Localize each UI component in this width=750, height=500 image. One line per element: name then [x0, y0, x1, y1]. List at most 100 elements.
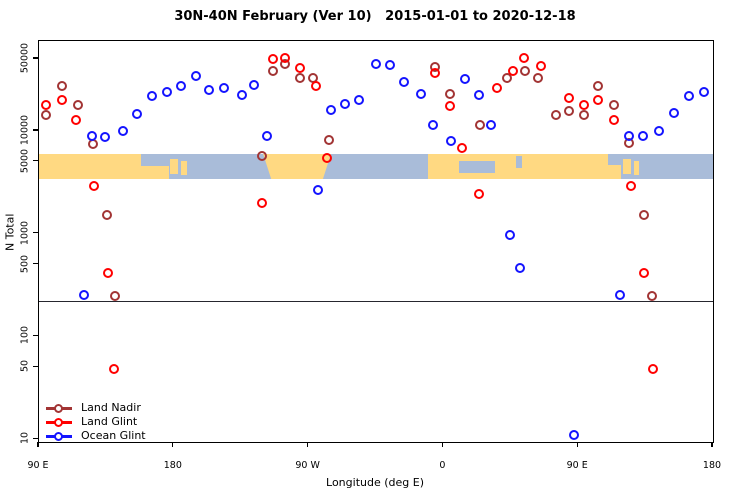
data-point-land-glint	[257, 198, 268, 209]
y-axis-tick	[33, 57, 38, 59]
reference-line	[39, 300, 713, 302]
data-point-ocean-glint	[614, 289, 625, 300]
y-tick-label: 10000	[19, 114, 31, 146]
legend-label: Ocean Glint	[81, 429, 146, 442]
open-circle-marker-icon	[54, 431, 63, 441]
map-land-segment	[180, 161, 188, 176]
y-tick-label: 1000	[19, 220, 31, 245]
x-tick-label: 90 E	[566, 460, 588, 471]
map-land-segment	[623, 158, 631, 174]
map-land-segment	[633, 161, 639, 176]
data-point-land-nadir	[474, 120, 485, 131]
data-point-ocean-glint	[399, 77, 409, 88]
data-point-land-glint	[519, 52, 530, 63]
data-point-ocean-glint	[162, 87, 173, 98]
map-water-patch	[516, 155, 523, 169]
x-axis-tick	[37, 442, 39, 447]
data-point-ocean-glint	[339, 99, 350, 110]
y-tick-label: 10	[19, 432, 31, 445]
x-tick-label: 180	[702, 460, 722, 471]
data-point-ocean-glint	[515, 262, 526, 273]
data-point-ocean-glint	[371, 58, 381, 69]
data-point-ocean-glint	[354, 95, 365, 106]
y-axis-tick	[33, 263, 38, 265]
map-water-patch	[608, 153, 622, 166]
y-axis-tick	[33, 365, 38, 367]
legend: Land Nadir Land Glint Ocean Glint	[46, 401, 146, 443]
data-point-ocean-glint	[131, 109, 142, 120]
data-point-ocean-glint	[313, 184, 324, 195]
plot-area	[38, 40, 714, 443]
data-point-ocean-glint	[100, 132, 111, 143]
data-point-land-glint	[88, 181, 99, 192]
data-point-land-glint	[311, 81, 322, 92]
legend-row: Ocean Glint	[46, 429, 146, 443]
x-tick-label: 90 E	[27, 460, 49, 471]
data-point-land-glint	[41, 100, 52, 111]
data-point-land-glint	[70, 115, 81, 126]
data-point-land-nadir	[502, 72, 513, 83]
map-land-segment	[170, 158, 179, 174]
data-point-ocean-glint	[385, 59, 396, 70]
legend-swatch	[46, 429, 72, 443]
data-point-ocean-glint	[203, 85, 214, 96]
y-axis-title: N Total	[3, 213, 17, 251]
legend-label: Land Glint	[81, 415, 138, 428]
data-point-land-glint	[648, 364, 659, 375]
data-point-ocean-glint	[118, 125, 129, 136]
x-axis-tick	[307, 442, 309, 447]
data-point-ocean-glint	[416, 89, 427, 100]
data-point-land-nadir	[295, 72, 306, 83]
data-point-land-glint	[430, 67, 440, 78]
data-point-ocean-glint	[428, 120, 439, 131]
data-point-ocean-glint	[669, 108, 680, 119]
legend-label: Land Nadir	[81, 401, 141, 414]
x-tick-label: 0	[439, 460, 446, 471]
data-point-land-glint	[492, 83, 503, 94]
data-point-ocean-glint	[684, 91, 695, 102]
data-point-land-nadir	[639, 210, 650, 221]
x-axis-title: Longitude (deg E)	[326, 476, 424, 489]
y-axis-tick	[33, 437, 38, 439]
data-point-land-nadir	[267, 65, 278, 76]
world-map-band	[39, 153, 713, 180]
data-point-ocean-glint	[569, 429, 579, 440]
data-point-land-nadir	[579, 109, 590, 120]
x-tick-label: 180	[163, 460, 182, 471]
data-point-ocean-glint	[236, 90, 247, 101]
data-point-ocean-glint	[326, 105, 337, 116]
map-water-patch	[140, 153, 169, 167]
data-point-ocean-glint	[87, 131, 98, 142]
data-point-ocean-glint	[261, 131, 272, 142]
data-point-ocean-glint	[459, 74, 470, 85]
y-tick-label: 500	[19, 254, 31, 273]
data-point-land-glint	[536, 60, 547, 71]
y-tick-label: 50000	[19, 42, 31, 74]
x-axis-tick	[172, 442, 174, 447]
data-point-ocean-glint	[474, 90, 485, 101]
data-point-ocean-glint	[654, 125, 665, 136]
data-point-ocean-glint	[249, 80, 260, 91]
data-point-land-nadir	[551, 109, 562, 120]
data-point-ocean-glint	[505, 230, 516, 241]
data-point-land-glint	[456, 143, 467, 154]
data-point-ocean-glint	[446, 135, 457, 146]
data-point-land-glint	[444, 101, 455, 112]
data-point-land-nadir	[608, 100, 619, 111]
data-point-land-nadir	[41, 109, 52, 120]
data-point-land-glint	[639, 268, 650, 279]
data-point-ocean-glint	[486, 120, 497, 131]
x-axis-tick	[576, 442, 578, 447]
y-axis-tick	[33, 334, 38, 337]
data-point-land-glint	[295, 62, 306, 73]
y-axis-tick	[33, 160, 38, 162]
data-point-land-glint	[564, 93, 575, 104]
map-land-segment	[427, 153, 622, 180]
data-point-land-glint	[322, 152, 333, 163]
data-point-land-nadir	[109, 290, 120, 301]
data-point-ocean-glint	[190, 71, 201, 82]
data-point-land-glint	[267, 53, 278, 64]
legend-swatch	[46, 401, 72, 415]
data-point-land-glint	[474, 189, 485, 200]
